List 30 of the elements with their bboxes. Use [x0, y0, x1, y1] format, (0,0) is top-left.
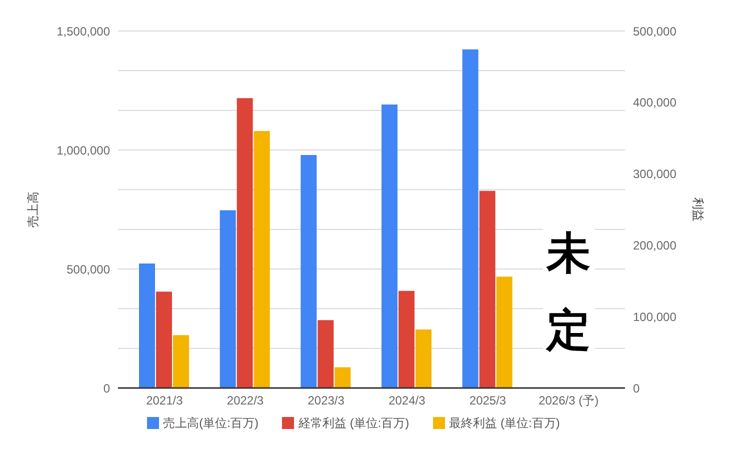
y2-axis-title: 利益: [691, 198, 705, 222]
x-tick-label: 2024/3: [388, 394, 426, 408]
x-tick-label: 2023/3: [308, 394, 345, 408]
y-tick-label: 0: [103, 381, 110, 396]
y2-tick-label: 100,000: [633, 310, 677, 324]
bar: [173, 335, 189, 388]
x-tick-label: 2025/3: [469, 394, 506, 408]
y-tick-label: 1,500,000: [56, 24, 110, 38]
bar: [254, 130, 270, 388]
x-tick-label: 2026/3 (予): [538, 394, 599, 408]
y-tick-label: 500,000: [66, 262, 110, 276]
y-axis-title: 売上高: [26, 192, 40, 228]
bar: [416, 329, 432, 388]
y2-tick-label: 0: [633, 381, 640, 396]
x-tick-label: 2021/3: [146, 394, 184, 408]
legend-label: 売上高(単位:百万): [163, 416, 258, 430]
y-tick-label: 1,000,000: [56, 143, 110, 158]
bar: [496, 276, 512, 388]
y2-tick-label: 400,000: [633, 96, 677, 110]
y2-tick-label: 200,000: [633, 238, 677, 252]
annotation: 未定: [542, 215, 595, 369]
bar: [300, 155, 317, 388]
legend-label: 経常利益 (単位:百万): [298, 416, 410, 430]
bar: [318, 320, 334, 388]
y2-tick-label: 300,000: [633, 167, 677, 182]
bar: [334, 367, 351, 388]
legend-label: 最終利益 (単位:百万): [449, 416, 560, 430]
y2-tick-label: 500,000: [633, 24, 677, 38]
x-tick-label: 2022/3: [226, 394, 264, 408]
bar: [382, 104, 398, 388]
